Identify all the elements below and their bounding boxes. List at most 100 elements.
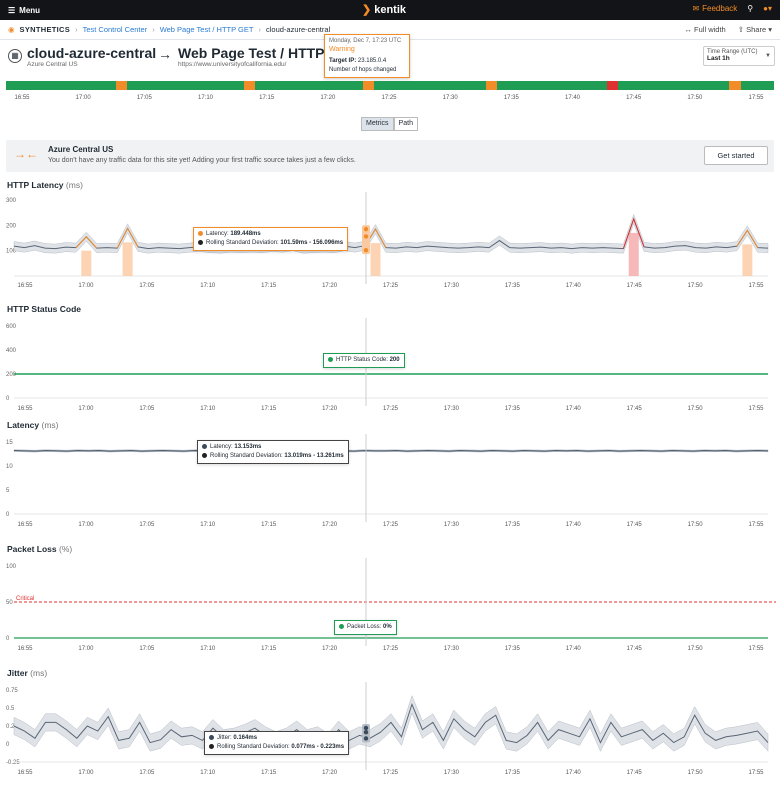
x-tick-label: 17:30	[443, 522, 459, 528]
x-tick-label: 17:30	[442, 95, 458, 101]
expand-icon: ↔	[684, 25, 692, 34]
x-tick-label: 17:05	[139, 283, 155, 289]
kentik-logo[interactable]: ❯ kentik	[362, 3, 407, 17]
tab-path[interactable]: Path	[393, 117, 418, 131]
http-status-title: HTTP Status Code	[7, 304, 81, 314]
packet-loss-title: Packet Loss (%)	[7, 544, 73, 554]
chevron-right-icon: ›	[258, 25, 261, 34]
user-menu-icon[interactable]: ●▾	[763, 4, 772, 13]
x-tick-label: 17:05	[139, 646, 155, 652]
y-tick-label: 5	[6, 488, 10, 494]
jitter-chart[interactable]: 0.75 0.5 0.25 0 -0.25	[0, 682, 780, 770]
x-tick-label: 17:55	[748, 95, 764, 101]
x-tick-label: 17:00	[78, 283, 94, 289]
banner-message: You don't have any traffic data for this…	[48, 157, 356, 164]
y-tick-label: 0.25	[6, 724, 18, 730]
packet-loss-chart[interactable]: 100 50 0 Critical	[0, 558, 780, 646]
y-tick-label: -0.25	[6, 760, 20, 766]
y-tick-label: 0.75	[6, 688, 18, 694]
critical-label: Critical	[16, 596, 34, 602]
breadcrumb-test-control-center[interactable]: Test Control Center	[82, 25, 148, 34]
breadcrumb-test[interactable]: Web Page Test / HTTP GET	[159, 25, 254, 34]
chevron-right-icon: ›	[152, 25, 155, 34]
packet-loss-tooltip: Packet Loss: 0%	[334, 620, 397, 635]
x-tick-label: 16:55	[17, 770, 33, 776]
x-tick-label: 17:10	[200, 283, 216, 289]
x-tick-label: 17:15	[261, 522, 277, 528]
timeline-segment-warning[interactable]	[115, 81, 127, 90]
x-tick-label: 17:55	[748, 646, 764, 652]
share-button[interactable]: ⇧ Share ▾	[737, 25, 772, 34]
x-tick-label: 17:45	[626, 95, 642, 101]
rsd-dot-icon	[198, 239, 203, 245]
x-tick-label: 17:50	[687, 770, 703, 776]
hamburger-icon: ☰	[8, 5, 16, 15]
anomaly-bar	[742, 244, 753, 276]
x-tick-label: 17:40	[565, 646, 581, 652]
feedback-icon: ✉	[692, 4, 700, 13]
x-tick-label: 17:50	[687, 646, 703, 652]
full-width-button[interactable]: ↔ Full width	[684, 25, 726, 34]
x-tick-label: 17:10	[197, 95, 214, 101]
x-tick-label: 17:20	[322, 646, 338, 652]
y-tick-label: 0	[6, 742, 10, 748]
tab-metrics[interactable]: Metrics	[361, 117, 394, 131]
chevron-right-icon: ›	[75, 25, 78, 34]
timeline-segment-warning[interactable]	[729, 81, 741, 90]
chevron-down-icon: ▾	[768, 25, 772, 34]
agent-icon: ▦	[8, 49, 22, 63]
x-tick-label: 16:55	[17, 283, 33, 289]
http-latency-title: HTTP Latency (ms)	[7, 180, 83, 190]
x-tick-label: 17:00	[78, 646, 94, 652]
time-range-select[interactable]: Time Range (UTC) Last 1h ▼	[703, 46, 775, 66]
x-tick-label: 17:45	[626, 283, 642, 289]
feedback-button[interactable]: ✉ Feedback	[692, 4, 738, 13]
traffic-arrows-icon: →←	[14, 147, 38, 161]
anomaly-line	[622, 217, 645, 249]
y-tick-label: 400	[6, 348, 17, 354]
timeline-tooltip: Monday, Dec 7, 17:23 UTC Warning Target …	[324, 34, 410, 78]
latency-dot-icon	[198, 230, 203, 236]
test-url: https://www.universityofcalifornia.edu/	[178, 61, 287, 68]
x-tick-label: 17:35	[503, 95, 519, 101]
x-tick-label: 17:10	[200, 522, 216, 528]
y-tick-label: 600	[6, 324, 17, 330]
x-tick-label: 17:25	[382, 770, 399, 776]
rsd-dot-icon	[209, 743, 214, 749]
page-header: ▦ cloud-azure-central Azure Central US →…	[8, 44, 778, 74]
timeline-segment-warning[interactable]	[243, 81, 255, 90]
y-tick-label: 0.5	[6, 706, 15, 712]
rsd-dot-icon	[202, 452, 207, 458]
loss-dot-icon	[339, 623, 344, 629]
http-latency-chart[interactable]: 300 200 100	[0, 192, 780, 284]
x-tick-label: 17:50	[687, 95, 703, 101]
anomaly-bar	[81, 250, 92, 276]
menu-button[interactable]: ☰ Menu	[8, 5, 41, 15]
health-timeline[interactable]	[6, 81, 774, 90]
x-tick-label: 17:25	[382, 406, 399, 412]
y-tick-label: 100	[6, 564, 17, 570]
search-icon[interactable]: ⚲	[747, 4, 754, 13]
x-tick-label: 16:55	[17, 646, 33, 652]
hover-point	[363, 729, 369, 735]
view-toggle: Metrics Path	[361, 117, 418, 131]
x-tick-label: 17:50	[687, 283, 703, 289]
y-tick-label: 10	[6, 464, 13, 470]
x-tick-label: 17:25	[382, 646, 399, 652]
hover-marker-bg	[362, 225, 370, 255]
x-tick-label: 17:45	[626, 522, 642, 528]
latency-chart[interactable]: 15 10 5 0	[0, 434, 780, 522]
get-started-button[interactable]: Get started	[704, 146, 768, 165]
timeline-segment-critical[interactable]	[606, 81, 618, 90]
x-tick-label: 17:45	[626, 646, 642, 652]
http-status-chart[interactable]: 600 400 200 0	[0, 318, 780, 406]
x-tick-label: 17:15	[261, 770, 277, 776]
traffic-banner: →← Azure Central US You don't have any t…	[6, 140, 774, 172]
x-tick-label: 17:40	[565, 406, 581, 412]
x-tick-label: 17:55	[748, 406, 764, 412]
x-tick-label: 17:10	[200, 770, 216, 776]
timeline-segment-warning[interactable]	[363, 81, 375, 90]
x-tick-label: 17:15	[261, 406, 277, 412]
timeline-segment-warning[interactable]	[485, 81, 497, 90]
x-tick-label: 16:55	[17, 406, 33, 412]
